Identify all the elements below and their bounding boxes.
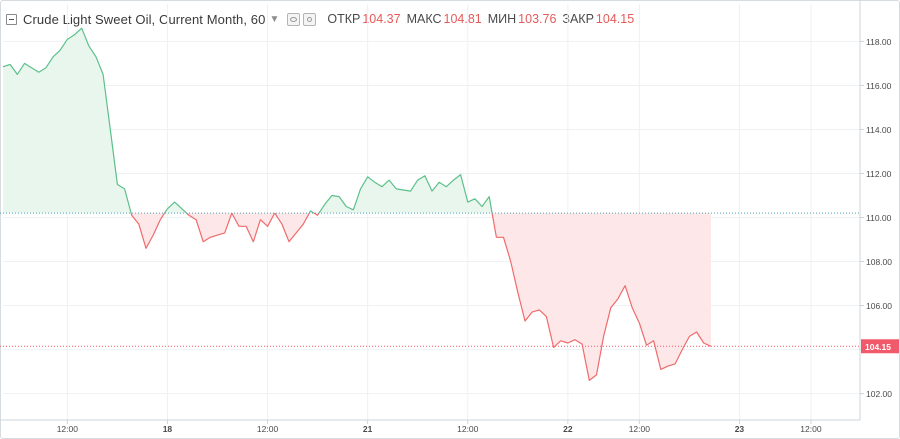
low-label: МИН — [487, 12, 517, 26]
x-tick-label: 12:00 — [57, 424, 79, 434]
x-tick-label: 12:00 — [257, 424, 279, 434]
area-fill-above-baseline — [164, 202, 187, 214]
price-line-below-baseline — [274, 212, 310, 243]
y-tick-label: 112.00 — [866, 169, 892, 179]
collapse-icon[interactable] — [6, 13, 17, 25]
x-tick-label: 22 — [563, 424, 573, 434]
price-line-below-baseline — [491, 212, 712, 381]
price-line-below-baseline — [231, 212, 276, 243]
close-value: 104.15 — [595, 12, 635, 26]
y-tick-label: 102.00 — [866, 389, 892, 399]
x-tick-label: 12:00 — [629, 424, 651, 434]
x-tick-label: 12:00 — [800, 424, 822, 434]
symbol-title[interactable]: Crude Light Sweet Oil, Current Month, 60 — [23, 11, 266, 27]
y-tick-label: 114.00 — [866, 125, 892, 135]
y-tick-label: 106.00 — [866, 301, 892, 311]
price-line-above-baseline — [2, 27, 132, 214]
y-tick-label: 108.00 — [866, 257, 892, 267]
last-price-badge-bg — [861, 339, 899, 354]
x-tick-label: 21 — [363, 424, 373, 434]
price-line-below-baseline — [130, 212, 166, 249]
last-price-badge: 104.15 — [861, 339, 899, 354]
area-fill-above-baseline — [319, 174, 493, 214]
close-label: ЗАКР — [562, 12, 594, 26]
x-tick-label: 18 — [163, 424, 173, 434]
price-line-above-baseline — [318, 174, 493, 214]
eye-icon[interactable] — [287, 12, 301, 26]
y-tick-label: 118.00 — [866, 37, 892, 47]
area-fill-below-baseline — [231, 213, 275, 242]
high-value: 104.81 — [443, 12, 482, 26]
area-fill-below-baseline — [186, 213, 232, 242]
area-fill-below-baseline — [131, 213, 165, 249]
low-value: 103.76 — [518, 12, 557, 26]
y-tick-label: 110.00 — [866, 213, 892, 223]
area-fill-below-baseline — [274, 213, 310, 242]
price-line-below-baseline — [313, 212, 320, 216]
area-fill-above-baseline — [3, 28, 132, 214]
high-label: МАКС — [406, 12, 442, 26]
price-line-below-baseline — [186, 212, 233, 243]
y-tick-label: 116.00 — [866, 81, 892, 91]
price-line-above-baseline — [308, 210, 315, 214]
x-tick-label: 23 — [735, 424, 745, 434]
gear-icon[interactable] — [303, 12, 317, 26]
price-line-above-baseline — [164, 201, 187, 214]
chevron-down-icon[interactable]: ▼ — [269, 13, 280, 25]
area-fill-below-baseline — [492, 213, 711, 381]
x-tick-label: 12:00 — [457, 424, 479, 434]
open-label: ОТКР — [327, 12, 361, 26]
legend-bar: Crude Light Sweet Oil, Current Month, 60… — [6, 10, 634, 28]
open-value: 104.37 — [362, 12, 401, 26]
last-price-label: 104.15 — [865, 342, 891, 352]
